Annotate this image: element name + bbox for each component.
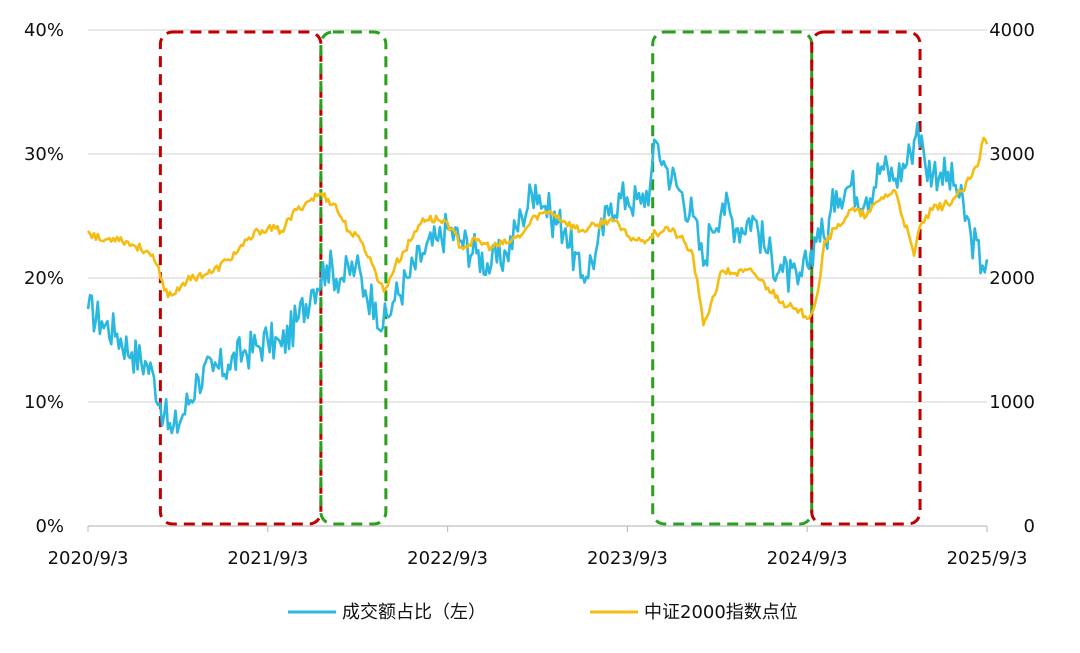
y-right-tick-label: 2000 [989,268,1035,289]
y-left-tick-label: 30% [24,144,64,165]
axes: 0% 0 10% 1000 20% 2000 30% 3000 40% 4000 2020/9/3 2… [24,20,1035,569]
legend-label: 中证2000指数点位 [644,602,798,623]
y-right-tick-label: 3000 [989,144,1035,165]
series-lines [86,121,989,435]
x-tick-label: 2025/9/3 [947,548,1028,569]
x-tick-label: 2023/9/3 [587,548,668,569]
legend-label: 成交额占比（左） [342,602,486,623]
highlight-region [319,30,388,526]
y-left-tick-label: 10% [24,392,64,413]
y-right-tick-label: 1000 [989,392,1035,413]
y-left-tick-label: 40% [24,20,64,41]
x-tick-label: 2021/9/3 [227,548,308,569]
legend: 成交额占比（左） 中证2000指数点位 [288,602,798,623]
series-line [86,136,989,327]
y-left-tick-label: 20% [24,268,64,289]
x-tick-label: 2020/9/3 [48,548,129,569]
grid-lines [88,29,987,403]
y-right-tick-label: 4000 [989,20,1035,41]
x-tick-label: 2022/9/3 [407,548,488,569]
highlight-region [810,30,922,526]
x-tick-label: 2024/9/3 [767,548,848,569]
series-line [86,121,989,435]
y-right-tick-label: 0 [1024,516,1035,537]
y-left-tick-label: 0% [35,516,64,537]
